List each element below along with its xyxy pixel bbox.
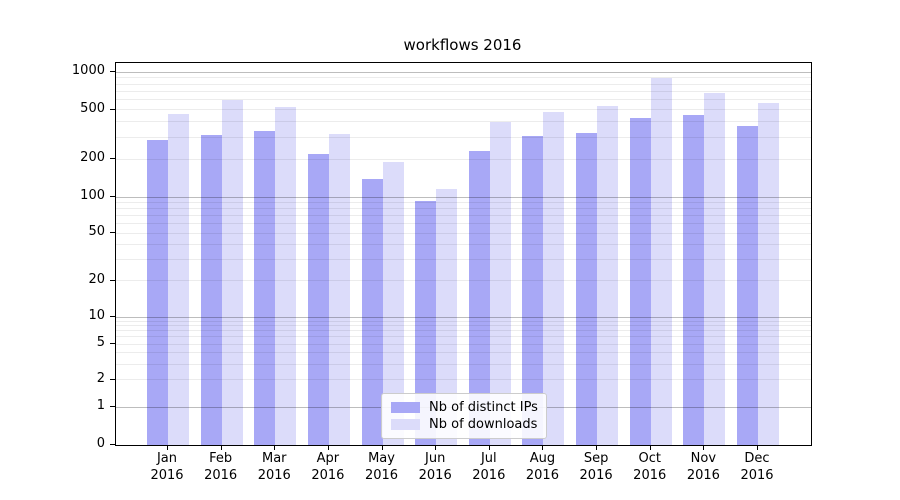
legend-label-downloads: Nb of downloads [429, 417, 538, 432]
x-tick-label: Sep 2016 [579, 451, 613, 483]
bar-distinct-ips [200, 134, 222, 445]
y-tick-label: 50 [88, 224, 105, 240]
x-tick-mark [596, 445, 598, 450]
bar-distinct-ips [415, 200, 437, 445]
y-tick-mark [110, 196, 115, 197]
bar-distinct-ips [147, 140, 168, 445]
bar-distinct-ips [736, 125, 758, 445]
x-tick-label: May 2016 [364, 451, 399, 483]
plot-area: Nb of distinct IPs Nb of downloads [115, 62, 812, 446]
x-tick-label: Apr 2016 [311, 451, 345, 483]
y-tick-label: 500 [80, 100, 105, 116]
bar-downloads [543, 112, 565, 445]
x-tick-mark [274, 445, 276, 450]
x-tick-mark [756, 445, 758, 450]
x-tick-label: Oct 2016 [633, 451, 667, 483]
x-tick-mark [327, 445, 329, 450]
bar-downloads [275, 106, 297, 445]
bar-downloads [328, 133, 350, 445]
y-tick-label: 20 [88, 271, 105, 287]
bar-distinct-ips [254, 130, 276, 445]
x-tick-label: Jan 2016 [150, 451, 184, 483]
bar-downloads [757, 103, 779, 445]
y-tick-mark [110, 108, 115, 110]
x-tick-label: Feb 2016 [204, 451, 238, 483]
x-tick-mark [435, 445, 437, 450]
x-tick-label: Nov 2016 [686, 451, 720, 483]
legend-item-distinct-ips: Nb of distinct IPs [391, 400, 538, 415]
x-tick-label: Aug 2016 [525, 451, 559, 483]
y-tick-label: 2 [96, 370, 105, 386]
minor-gridline [116, 77, 811, 79]
bar-downloads [597, 105, 619, 445]
major-gridline [116, 71, 811, 73]
legend-swatch-downloads [391, 419, 420, 430]
y-tick-mark [110, 279, 115, 281]
y-tick-mark [110, 316, 115, 317]
legend-label-distinct-ips: Nb of distinct IPs [429, 400, 538, 415]
x-tick-mark [167, 445, 168, 450]
y-tick-label: 200 [80, 150, 105, 166]
minor-gridline [116, 90, 811, 92]
y-tick-label: 100 [80, 188, 105, 203]
bar-distinct-ips [576, 133, 598, 445]
minor-gridline [116, 83, 811, 85]
x-tick-mark [649, 445, 651, 450]
bar-downloads [168, 114, 189, 445]
bar-downloads [382, 162, 404, 445]
y-tick-label: 10 [88, 308, 105, 323]
y-tick-mark [110, 406, 115, 407]
chart-title: workflows 2016 [403, 36, 522, 54]
y-tick-mark [110, 343, 115, 345]
y-tick-mark [110, 378, 115, 380]
y-tick-mark [110, 158, 115, 160]
y-tick-label: 0 [96, 436, 105, 451]
bar-downloads [704, 93, 726, 445]
bar-distinct-ips [307, 154, 329, 445]
x-tick-mark [488, 445, 490, 450]
bar-distinct-ips [683, 115, 705, 445]
bar-downloads [221, 99, 243, 445]
bar-distinct-ips [361, 178, 383, 445]
bar-downloads [489, 122, 511, 445]
x-tick-label: Dec 2016 [740, 451, 774, 483]
y-tick-mark [110, 232, 115, 234]
legend-item-downloads: Nb of downloads [391, 417, 537, 432]
x-tick-label: Jun 2016 [418, 451, 452, 483]
x-tick-mark [381, 445, 383, 450]
y-tick-label: 1 [96, 398, 105, 413]
x-tick-mark [542, 445, 544, 450]
y-tick-label: 5 [96, 335, 105, 351]
legend: Nb of distinct IPs Nb of downloads [381, 393, 547, 439]
bar-downloads [650, 77, 672, 445]
x-tick-label: Jul 2016 [472, 451, 506, 483]
bar-distinct-ips [629, 117, 651, 445]
x-tick-mark [220, 445, 222, 450]
y-tick-mark [110, 444, 115, 445]
x-axis: Jan 2016 Feb 2016 Mar 2016 Apr 2016 May 2016 Jun 20… [115, 450, 810, 490]
legend-swatch-distinct-ips [391, 402, 420, 413]
y-tick-label: 1000 [71, 63, 105, 78]
y-axis: 0 1 2 5 10 20 50 100 200 500 1000 [0, 62, 105, 451]
bar-distinct-ips [522, 135, 544, 445]
bar-downloads [436, 189, 458, 445]
x-tick-label: Mar 2016 [257, 451, 291, 483]
x-tick-mark [703, 445, 705, 450]
y-tick-mark [110, 71, 115, 72]
bar-distinct-ips [468, 150, 490, 445]
